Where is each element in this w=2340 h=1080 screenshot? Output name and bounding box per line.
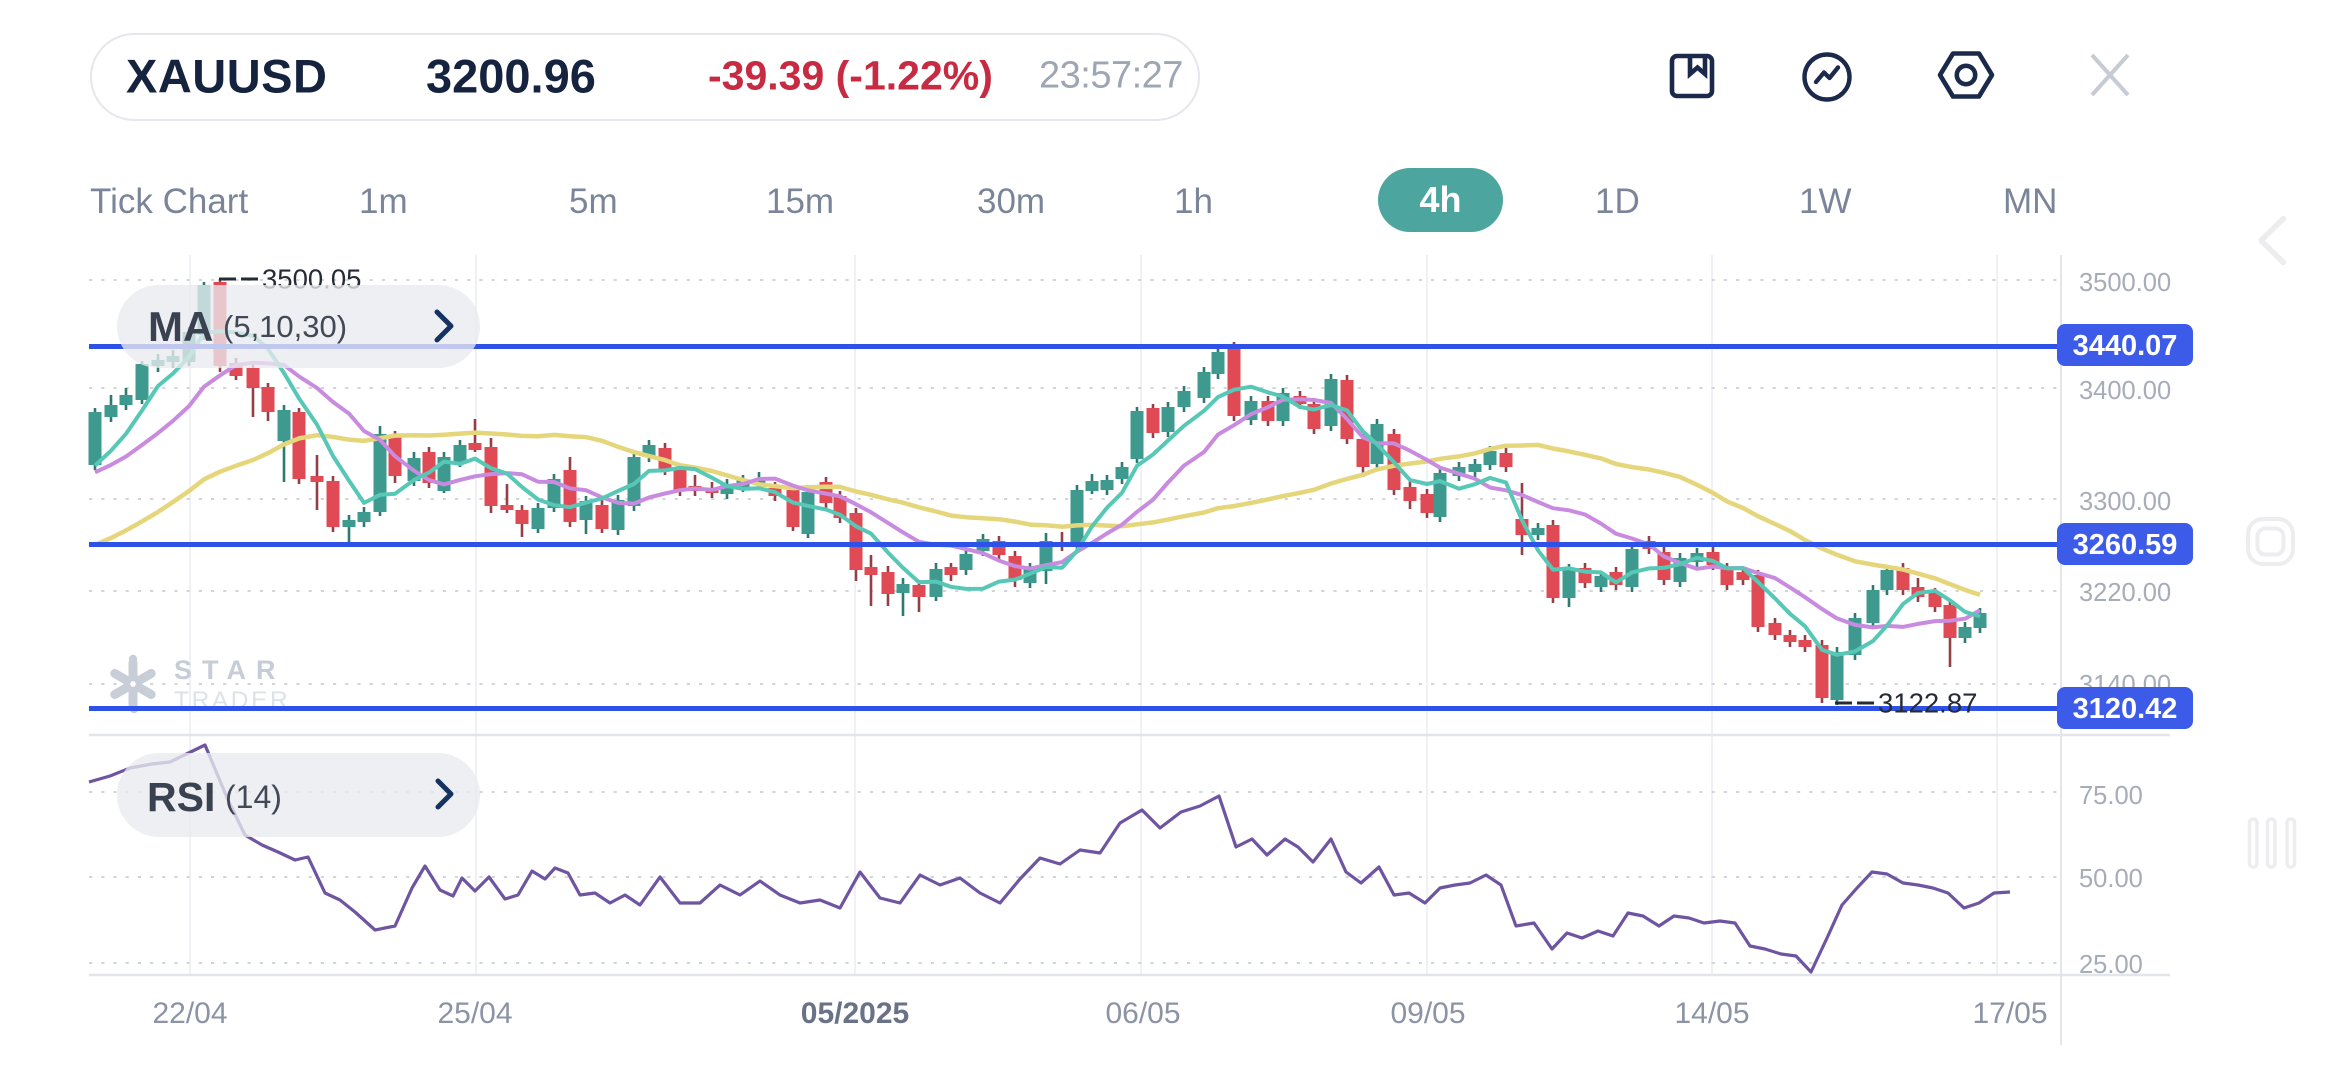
- svg-text:3220.00: 3220.00: [2079, 579, 2171, 607]
- svg-text:3440.07: 3440.07: [2073, 330, 2178, 362]
- svg-text:3400.00: 3400.00: [2079, 377, 2171, 405]
- svg-text:3260.59: 3260.59: [2073, 529, 2178, 561]
- svg-text:25.00: 25.00: [2079, 951, 2143, 979]
- svg-text:09/05: 09/05: [1390, 997, 1465, 1030]
- svg-text:STAR: STAR: [174, 655, 286, 685]
- svg-text:(14): (14): [225, 779, 282, 815]
- svg-text:75.00: 75.00: [2079, 782, 2143, 810]
- svg-text:(5,10,30): (5,10,30): [223, 309, 347, 344]
- svg-text:50.00: 50.00: [2079, 865, 2143, 893]
- svg-text:3300.00: 3300.00: [2079, 488, 2171, 516]
- svg-text:22/04: 22/04: [152, 997, 227, 1030]
- svg-text:3122.87: 3122.87: [1878, 688, 1977, 719]
- svg-text:17/05: 17/05: [1972, 997, 2047, 1030]
- svg-text:06/05: 06/05: [1105, 997, 1180, 1030]
- svg-text:3120.42: 3120.42: [2073, 693, 2178, 725]
- svg-text:MA: MA: [148, 303, 213, 350]
- svg-text:14/05: 14/05: [1674, 997, 1749, 1030]
- svg-text:25/04: 25/04: [437, 997, 512, 1030]
- svg-text:3500.00: 3500.00: [2079, 269, 2171, 297]
- svg-text:05/2025: 05/2025: [801, 997, 909, 1030]
- svg-text:RSI: RSI: [147, 774, 215, 820]
